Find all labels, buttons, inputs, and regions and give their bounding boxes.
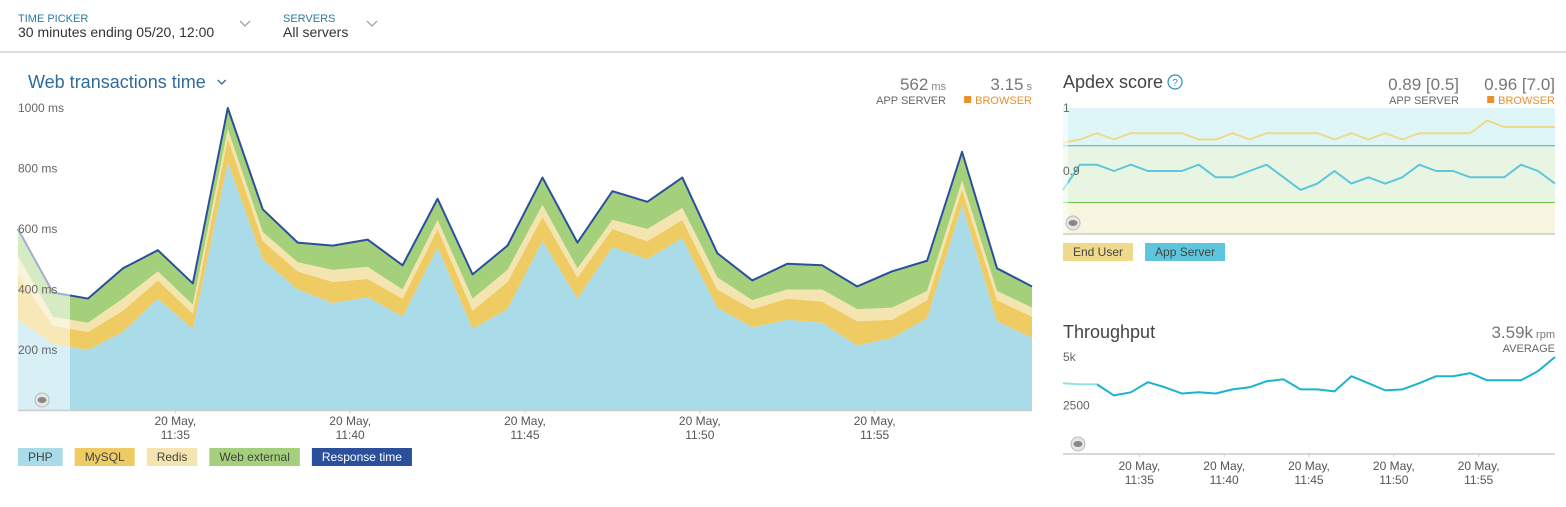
chevron [239, 20, 251, 27]
y-tick-label: 2500 [1063, 399, 1090, 413]
legend-item[interactable]: MySQL [74, 448, 135, 466]
area [18, 108, 1032, 323]
y-tick-label: 200 ms [18, 343, 57, 357]
area [18, 129, 1032, 332]
chart-panel: Apdex score? 0.89 [0.5]APP SERVER 0.96 [7.… [1062, 72, 1556, 261]
legend-swatch [146, 448, 198, 466]
line [1062, 163, 1556, 191]
x-tick-label: 20 May, 11:40 [1203, 459, 1245, 487]
summary-swatch [1487, 96, 1495, 103]
x-tick-label: 20 May, 11:55 [854, 414, 896, 442]
line [1062, 119, 1555, 144]
fade-overlay [1063, 106, 1068, 234]
legend-swatch [209, 448, 300, 466]
time-picker[interactable]: TIME PICKER 30 minutes ending 05/20, 12:… [18, 13, 251, 40]
area [18, 138, 1032, 350]
x-tick-label: 20 May, 11:35 [154, 414, 196, 442]
y-tick-label: 0.9 [1063, 164, 1080, 178]
servers-picker[interactable]: SERVERS All servers [283, 13, 378, 40]
legend-swatch [1145, 243, 1226, 261]
legend-label: Web external [219, 450, 289, 464]
hide-toggle-eye [37, 397, 47, 403]
summary-unit: rpm [1536, 329, 1555, 341]
summary-swatch [964, 96, 972, 103]
hide-toggle-eye [1068, 220, 1078, 226]
hide-toggle-eye [1073, 441, 1083, 447]
chevron [366, 20, 378, 27]
apdex-band [1063, 202, 1555, 234]
chart-title: Apdex score [1063, 72, 1163, 92]
chart-title: Web transactions time [28, 72, 206, 92]
y-tick-label: 1000 ms [18, 101, 64, 115]
y-tick-label: 800 ms [18, 162, 57, 176]
legend-label: App Server [1155, 245, 1215, 259]
help-icon[interactable] [1167, 74, 1183, 90]
x-tick-label: 20 May, 11:50 [679, 414, 721, 442]
legend-label: Response time [322, 450, 402, 464]
summary-unit: s [1027, 81, 1033, 93]
area [18, 162, 1032, 411]
legend-swatch [18, 448, 63, 466]
time-picker-value: 30 minutes ending 05/20, 12:00 [18, 24, 214, 40]
x-tick-label: 20 May, 11:50 [1373, 459, 1415, 487]
summary-unit: ms [931, 81, 946, 93]
title-menu[interactable] [217, 79, 227, 85]
legend-item[interactable]: Web external [209, 448, 300, 466]
summary-label: BROWSER [975, 95, 1032, 107]
legend-label: PHP [28, 450, 53, 464]
x-tick-label: 20 May, 11:45 [1288, 459, 1330, 487]
summary-label: AVERAGE [1503, 343, 1555, 355]
apdex-band [1063, 108, 1555, 146]
legend-label: End User [1073, 245, 1123, 259]
help-glyph: ? [1172, 78, 1178, 89]
summary-value: 0.96 [7.0] [1484, 75, 1555, 94]
legend-label: MySQL [85, 450, 125, 464]
legend-item[interactable]: App Server [1145, 243, 1226, 261]
fade-overlay [18, 106, 70, 411]
legend-item[interactable]: PHP [18, 448, 63, 466]
x-tick-label: 20 May, 11:45 [504, 414, 546, 442]
toolbar: TIME PICKER 30 minutes ending 05/20, 12:… [0, 13, 1566, 53]
summary-value: 0.89 [0.5] [1388, 75, 1459, 94]
legend-swatch [311, 448, 412, 466]
legend-swatch [1063, 243, 1134, 261]
legend-label: Redis [157, 450, 188, 464]
summary-value: 562 [900, 75, 928, 94]
x-tick-label: 20 May, 11:35 [1118, 459, 1160, 487]
summary-value: 3.59k [1491, 323, 1533, 342]
x-tick-label: 20 May, 11:55 [1458, 459, 1500, 487]
y-tick-label: 600 ms [18, 222, 57, 236]
legend-item[interactable]: Redis [146, 448, 198, 466]
servers-label: SERVERS [283, 13, 335, 25]
legend-swatch [74, 448, 135, 466]
chart-title: Throughput [1063, 322, 1155, 342]
summary-label: APP SERVER [1389, 95, 1459, 107]
y-tick-label: 1 [1063, 101, 1070, 115]
apdex-band [1063, 145, 1555, 203]
servers-value: All servers [283, 24, 348, 40]
legend-item[interactable]: Response time [311, 448, 412, 466]
time-picker-label: TIME PICKER [18, 13, 88, 25]
line [17, 107, 1033, 300]
summary-value: 3.15 [990, 75, 1023, 94]
summary-label: BROWSER [1498, 95, 1555, 107]
legend-item[interactable]: End User [1063, 243, 1134, 261]
line [1062, 356, 1556, 397]
y-tick-label: 400 ms [18, 283, 57, 297]
y-tick-label: 5k [1063, 350, 1077, 364]
x-tick-label: 20 May, 11:40 [329, 414, 371, 442]
summary-label: APP SERVER [876, 95, 946, 107]
